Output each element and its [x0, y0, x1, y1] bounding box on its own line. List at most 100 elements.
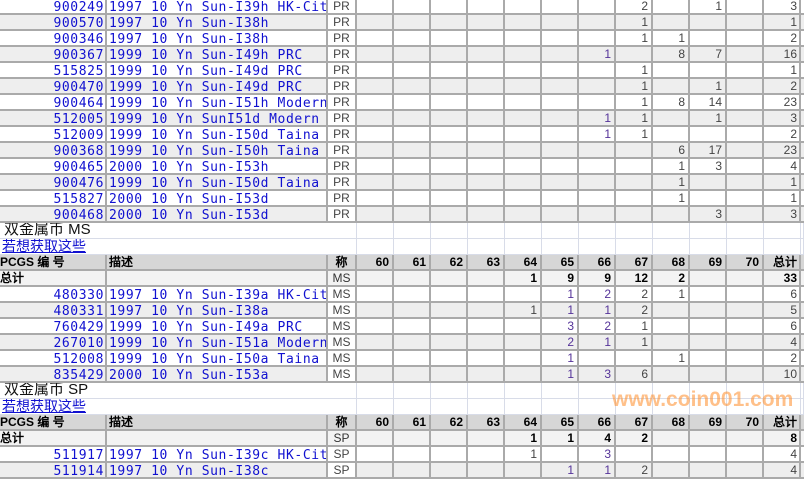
pcgs-number-link[interactable]: 900570 — [0, 15, 107, 31]
spacer-cell — [801, 351, 804, 367]
grade-65-count: 2 — [542, 335, 579, 351]
grade-60-count — [357, 95, 394, 111]
grade-cell: SP — [328, 463, 357, 479]
description-link[interactable]: 1997 10 Yn Sun-I39c HK-City — [107, 447, 328, 463]
empty-cell — [468, 239, 505, 255]
grade-68-count — [653, 447, 690, 463]
description-link[interactable]: 1997 10 Yn Sun-I39h HK-City — [107, 0, 328, 15]
pcgs-number-link[interactable]: 480331 — [0, 303, 107, 319]
pcgs-number-link[interactable]: 900470 — [0, 79, 107, 95]
pcgs-number-link[interactable]: 267010 — [0, 335, 107, 351]
grade-66-count — [579, 191, 616, 207]
pcgs-number-link[interactable]: 512005 — [0, 111, 107, 127]
pcgs-number-link[interactable]: 512009 — [0, 127, 107, 143]
pcgs-number-link[interactable]: 900367 — [0, 47, 107, 63]
pcgs-number-link[interactable]: 900464 — [0, 95, 107, 111]
pcgs-number-link[interactable]: 760429 — [0, 319, 107, 335]
spacer-cell — [801, 447, 804, 463]
row-total: 3 — [764, 207, 801, 223]
total-grade-61 — [394, 271, 431, 287]
pcgs-number-link[interactable]: 511914 — [0, 463, 107, 479]
empty-cell — [653, 223, 690, 239]
pcgs-number-link[interactable]: 835429 — [0, 367, 107, 383]
grade-64-count — [505, 319, 542, 335]
description-link[interactable]: 1999 10 Yn Sun-I50d Taina — [107, 127, 328, 143]
total-grade-65: 9 — [542, 271, 579, 287]
pcgs-number-link[interactable]: 515827 — [0, 191, 107, 207]
empty-cell — [690, 383, 727, 399]
pcgs-number-link[interactable]: 515825 — [0, 63, 107, 79]
description-link[interactable]: 1999 10 Yn Sun-I49a PRC — [107, 319, 328, 335]
empty-cell — [579, 383, 616, 399]
pcgs-number-link[interactable]: 900465 — [0, 159, 107, 175]
description-link[interactable]: 1997 10 Yn Sun-I38a — [107, 303, 328, 319]
pcgs-number-link[interactable]: 511917 — [0, 447, 107, 463]
pcgs-number-link[interactable]: 900346 — [0, 31, 107, 47]
pcgs-number-link[interactable]: 512008 — [0, 351, 107, 367]
grade-67-count: 1 — [616, 79, 653, 95]
grade-cell: PR — [328, 79, 357, 95]
column-header-70: 70 — [727, 415, 764, 431]
description-link[interactable]: 1997 10 Yn Sun-I38h — [107, 31, 328, 47]
pcgs-number-link[interactable]: 900476 — [0, 175, 107, 191]
empty-cell — [542, 223, 579, 239]
table-row: 900476 1999 10 Yn Sun-I50d Taina PR 1 1 — [0, 175, 804, 191]
description-link[interactable]: 1997 10 Yn Sun-I39a HK-City — [107, 287, 328, 303]
description-link[interactable]: 2000 10 Yn Sun-I53h — [107, 159, 328, 175]
pcgs-number-link[interactable]: 900368 — [0, 143, 107, 159]
grade-cell: PR — [328, 0, 357, 15]
description-link[interactable]: 1999 10 Yn Sun-I50h Taina — [107, 143, 328, 159]
description-link[interactable]: 1997 10 Yn Sun-I38h — [107, 15, 328, 31]
description-link[interactable]: 2000 10 Yn Sun-I53d — [107, 207, 328, 223]
description-link[interactable]: 1999 10 Yn Sun-I50d Taina — [107, 175, 328, 191]
column-header-total: 总计 — [764, 255, 801, 271]
grade-66-count — [579, 79, 616, 95]
total-grade-62 — [431, 271, 468, 287]
empty-cell — [357, 239, 394, 255]
section-title: 双金属币 SP — [0, 383, 357, 399]
empty-cell — [727, 399, 764, 415]
empty-cell — [107, 431, 328, 447]
grade-61-count — [394, 303, 431, 319]
description-link[interactable]: 1997 10 Yn Sun-I38c — [107, 463, 328, 479]
grade-cell: PR — [328, 159, 357, 175]
grade-69-count: 14 — [690, 95, 727, 111]
get-info-link[interactable]: 若想获取这些 — [0, 399, 357, 415]
grade-63-count — [468, 15, 505, 31]
grand-total: 8 — [764, 431, 801, 447]
total-grade-69 — [690, 431, 727, 447]
spacer-cell — [801, 111, 804, 127]
column-header-65: 65 — [542, 415, 579, 431]
column-header-grade: 称 — [328, 415, 357, 431]
spacer-cell — [801, 0, 804, 15]
section-title: 双金属币 MS — [0, 223, 357, 239]
description-link[interactable]: 1999 10 Yn Sun-I50a Taina — [107, 351, 328, 367]
grade-64-count — [505, 15, 542, 31]
grade-60-count — [357, 319, 394, 335]
empty-cell — [431, 239, 468, 255]
grade-70-count — [727, 367, 764, 383]
grade-62-count — [431, 95, 468, 111]
grade-66-count: 2 — [579, 319, 616, 335]
description-link[interactable]: 2000 10 Yn Sun-I53a — [107, 367, 328, 383]
description-link[interactable]: 1999 10 Yn Sun-I49d PRC — [107, 79, 328, 95]
grade-69-count — [690, 367, 727, 383]
pcgs-number-link[interactable]: 480330 — [0, 287, 107, 303]
grade-70-count — [727, 319, 764, 335]
grade-66-count: 1 — [579, 303, 616, 319]
description-link[interactable]: 1999 10 Yn SunI51d Modern — [107, 111, 328, 127]
description-link[interactable]: 1999 10 Yn Sun-I49h PRC — [107, 47, 328, 63]
pcgs-number-link[interactable]: 900249 — [0, 0, 107, 15]
grade-67-count: 1 — [616, 95, 653, 111]
row-total: 5 — [764, 303, 801, 319]
table-row: 760429 1999 10 Yn Sun-I49a PRC MS 3 2 1 6 — [0, 319, 804, 335]
get-info-link[interactable]: 若想获取这些 — [0, 239, 357, 255]
description-link[interactable]: 2000 10 Yn Sun-I53d — [107, 191, 328, 207]
row-total: 10 — [764, 367, 801, 383]
description-link[interactable]: 1999 10 Yn Sun-I51h Modern — [107, 95, 328, 111]
description-link[interactable]: 1999 10 Yn Sun-I49d PRC — [107, 63, 328, 79]
header-row: PCGS 编 号描述称 60 61 62 63 64 65 66 67 68 69 70 总计 — [0, 415, 804, 431]
empty-cell — [394, 223, 431, 239]
description-link[interactable]: 1999 10 Yn Sun-I51a Modern — [107, 335, 328, 351]
pcgs-number-link[interactable]: 900468 — [0, 207, 107, 223]
